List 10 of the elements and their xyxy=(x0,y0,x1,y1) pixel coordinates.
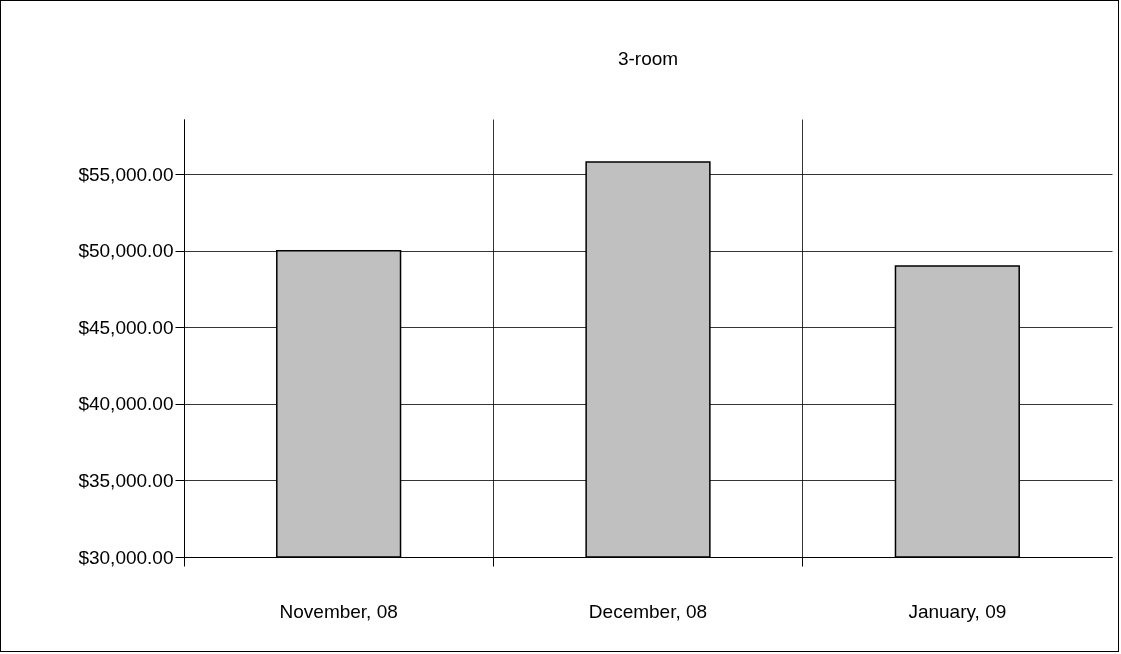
x-tick-label: January, 09 xyxy=(908,600,1007,622)
y-tick-label: $30,000.00 xyxy=(78,546,174,568)
chart-title: 3-room xyxy=(617,48,679,69)
y-tick-label: $55,000.00 xyxy=(78,163,174,185)
x-tick-label: November, 08 xyxy=(279,600,398,622)
x-tick-label: December, 08 xyxy=(588,600,708,622)
y-tick-label: $45,000.00 xyxy=(78,316,174,338)
y-tick-label: $40,000.00 xyxy=(78,393,174,415)
y-tick-label: $50,000.00 xyxy=(78,240,174,262)
y-tick-label: $35,000.00 xyxy=(78,469,174,491)
